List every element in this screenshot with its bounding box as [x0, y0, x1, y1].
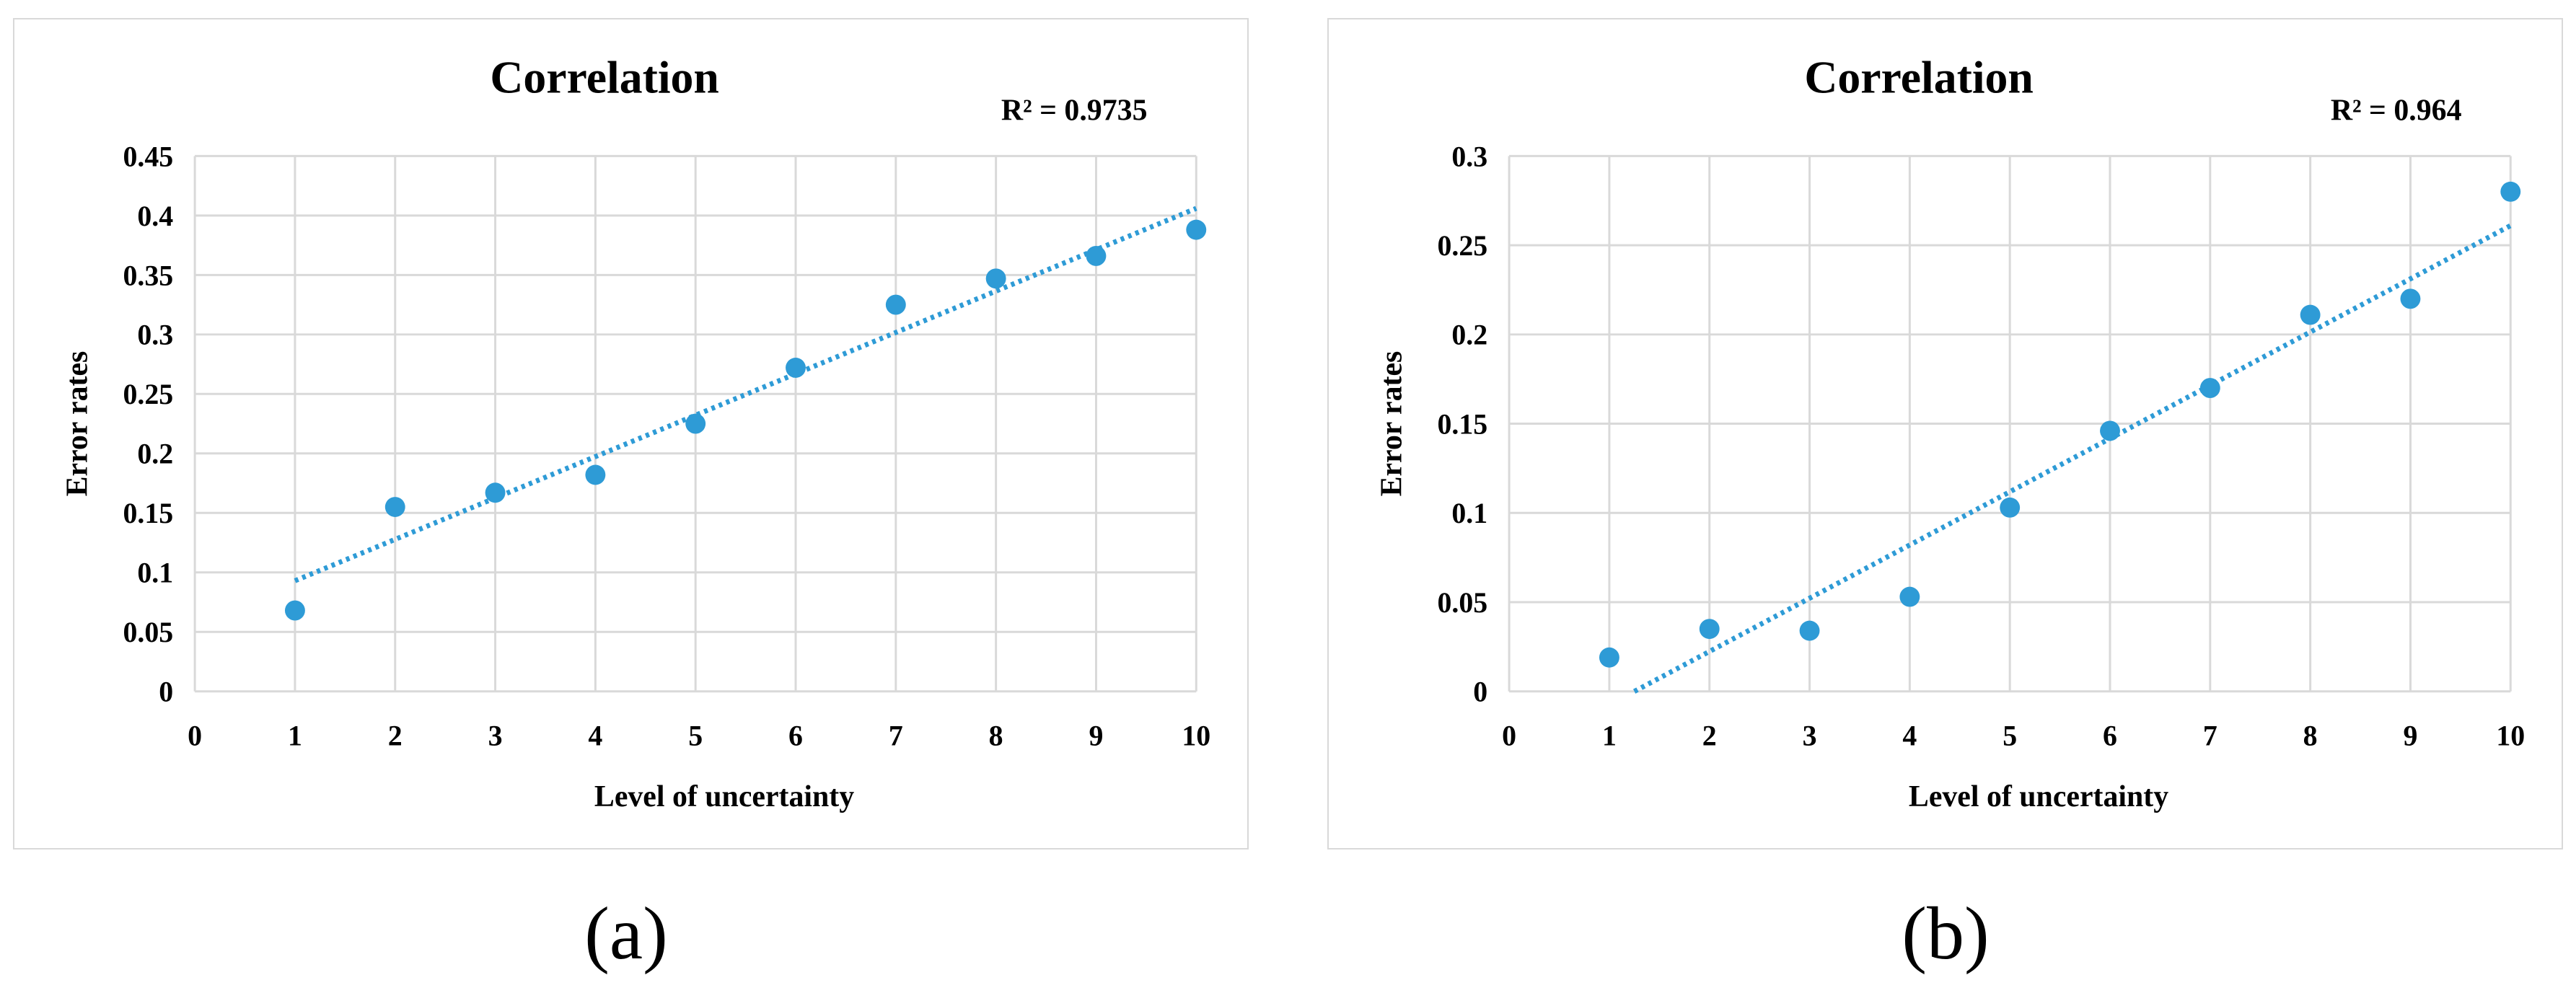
x-tick-label: 3 — [1803, 719, 1817, 751]
x-tick-label: 2 — [1702, 719, 1717, 751]
x-tick-label: 5 — [2003, 719, 2017, 751]
x-tick-label: 8 — [2303, 719, 2318, 751]
x-tick-label: 5 — [688, 719, 703, 751]
x-tick-label: 1 — [1602, 719, 1617, 751]
chart-title: Correlation — [1804, 52, 2034, 103]
chart-panel-b: 0 0.05 0.1 0.15 0.2 0.25 0.3 0 1 2 3 4 5 6 7 8 9 10 Correl… — [1327, 18, 2563, 849]
y-tick-label: 0.1 — [137, 557, 173, 589]
x-tick-label: 9 — [2403, 719, 2417, 751]
y-tick-label: 0.05 — [1437, 586, 1487, 619]
data-point — [585, 464, 606, 485]
x-tick-label: 2 — [388, 719, 403, 751]
x-tick-label: 4 — [1902, 719, 1917, 751]
y-tick-label: 0 — [1473, 676, 1487, 708]
data-point — [2400, 288, 2421, 309]
data-point — [384, 497, 405, 517]
y-tick-label: 0.1 — [1451, 497, 1487, 529]
y-tick-label: 0.2 — [1451, 319, 1487, 351]
data-point — [1799, 620, 1820, 641]
data-point — [985, 268, 1006, 289]
y-tick-label: 0 — [159, 676, 173, 708]
x-tick-label: 3 — [488, 719, 503, 751]
data-point — [1599, 647, 1619, 668]
y-tick-label: 0.15 — [123, 497, 173, 529]
data-point — [2000, 497, 2021, 518]
data-point — [786, 358, 806, 378]
x-tick-label: 4 — [588, 719, 602, 751]
caption-a: (a) — [584, 892, 668, 975]
chart-panel-a: 0 0.05 0.1 0.15 0.2 0.25 0.3 0.35 0.4 0.45 0 1 2 3 4 5 6… — [13, 18, 1249, 849]
data-point — [1086, 245, 1107, 266]
data-point — [1186, 219, 1207, 240]
scatter-chart-b: 0 0.05 0.1 0.15 0.2 0.25 0.3 0 1 2 3 4 5 6 7 8 9 10 Correl… — [1376, 52, 2526, 814]
r-squared-annotation: R² = 0.964 — [2331, 94, 2462, 128]
y-tick-label: 0.15 — [1437, 407, 1487, 440]
data-point — [485, 482, 506, 503]
r-squared-annotation: R² = 0.9735 — [1001, 94, 1148, 128]
x-tick-label: 0 — [188, 719, 202, 751]
data-point — [1899, 586, 1920, 607]
x-axis-label: Level of uncertainty — [1909, 780, 2168, 813]
scatter-chart-a: 0 0.05 0.1 0.15 0.2 0.25 0.3 0.35 0.4 0.45 0 1 2 3 4 5 6… — [61, 52, 1211, 814]
y-axis-label: Error rates — [61, 351, 94, 497]
y-tick-label: 0.25 — [1437, 229, 1487, 262]
x-tick-label: 9 — [1089, 719, 1103, 751]
x-tick-label: 6 — [2103, 719, 2117, 751]
data-point — [685, 413, 706, 434]
caption-b: (b) — [1902, 892, 1990, 975]
x-tick-label: 10 — [1182, 719, 1210, 751]
y-tick-label: 0.4 — [137, 200, 173, 232]
chart-title: Correlation — [490, 52, 719, 103]
y-tick-label: 0.2 — [137, 438, 173, 470]
x-tick-label: 6 — [788, 719, 803, 751]
y-tick-label: 0.35 — [123, 259, 173, 291]
y-axis-label: Error rates — [1376, 351, 1409, 497]
y-tick-label: 0.05 — [123, 616, 173, 648]
data-point — [284, 600, 305, 621]
data-point — [885, 294, 906, 315]
x-tick-label: 8 — [989, 719, 1003, 751]
x-axis-label: Level of uncertainty — [594, 780, 854, 813]
y-tick-label: 0.45 — [123, 140, 173, 172]
data-point — [2500, 181, 2521, 202]
trendline — [1632, 223, 2512, 694]
x-tick-label: 7 — [889, 719, 903, 751]
data-point — [1699, 619, 1720, 640]
data-point — [2199, 378, 2220, 399]
data-point — [2100, 420, 2120, 441]
x-tick-label: 10 — [2496, 719, 2525, 751]
x-tick-label: 1 — [288, 719, 302, 751]
data-point — [2300, 304, 2321, 325]
y-tick-label: 0.25 — [123, 378, 173, 410]
y-tick-label: 0.3 — [1451, 140, 1487, 172]
x-tick-label: 7 — [2203, 719, 2217, 751]
y-tick-label: 0.3 — [137, 319, 173, 351]
x-tick-label: 0 — [1502, 719, 1516, 751]
